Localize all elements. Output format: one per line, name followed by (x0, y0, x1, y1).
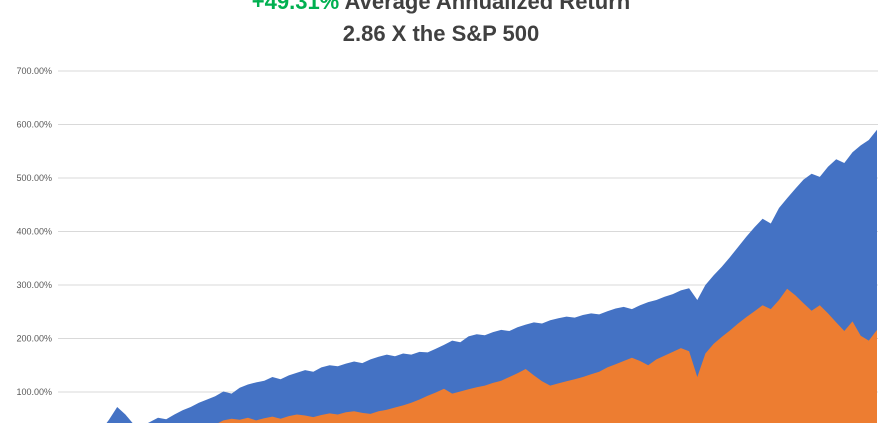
title-highlight: +49.31% (251, 0, 340, 14)
y-axis-label: 100.00% (16, 387, 52, 397)
y-axis-label: 200.00% (16, 334, 52, 344)
area-series-orange (207, 288, 877, 423)
chart-title: +49.31% Average Annualized Return (0, 0, 882, 15)
title-rest: Average Annualized Return (339, 0, 631, 14)
chart-subtitle: 2.86 X the S&P 500 (342, 21, 540, 46)
y-axis-label: 700.00% (16, 66, 52, 76)
y-axis-label: 600.00% (16, 120, 52, 130)
y-axis-label: 400.00% (16, 227, 52, 237)
y-axis-label: 300.00% (16, 280, 52, 290)
y-axis-label: 500.00% (16, 173, 52, 183)
